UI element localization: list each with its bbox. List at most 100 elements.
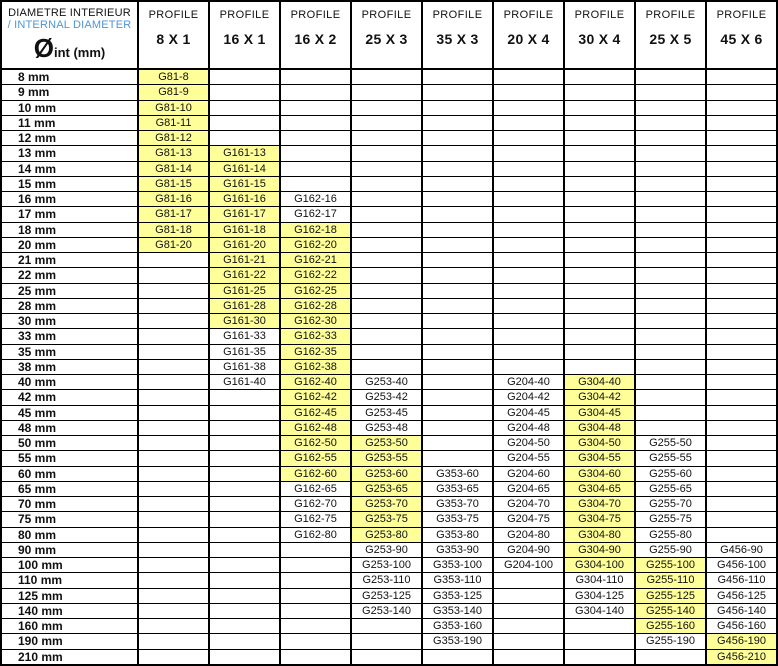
code-cell: G204-75 [492, 511, 565, 528]
empty-cell [421, 129, 494, 147]
table-row: 20 mm G81-20 G161-20 G162-20 [0, 236, 778, 254]
code-cell: G304-140 [563, 602, 636, 620]
diameter-cell: 10 mm [0, 99, 139, 116]
empty-cell [421, 221, 494, 238]
empty-cell [279, 99, 352, 116]
empty-cell [208, 633, 281, 650]
empty-cell [634, 68, 707, 86]
code-cell: G162-28 [279, 297, 352, 315]
empty-cell [705, 99, 778, 116]
empty-cell [421, 175, 494, 193]
table-row: 42 mm G162-42 G253-42 G204-42 G304-42 [0, 389, 778, 406]
table-row: 90 mm G253-90 G353-90 G204-90 G304-90 G255-90… [0, 541, 778, 559]
code-cell: G353-75 [421, 511, 494, 528]
empty-cell [421, 373, 494, 391]
empty-cell [634, 236, 707, 254]
empty-cell [705, 267, 778, 284]
code-cell: G255-65 [634, 480, 707, 498]
empty-cell [421, 145, 494, 162]
empty-cell [634, 160, 707, 177]
empty-cell [137, 511, 210, 528]
profile-header-20x4: PROFILE 20 X 4 [492, 0, 565, 70]
empty-cell [492, 175, 565, 193]
empty-cell [705, 114, 778, 132]
empty-cell [705, 419, 778, 437]
empty-cell [492, 114, 565, 132]
profile-label: PROFILE [645, 9, 696, 21]
empty-cell [492, 160, 565, 177]
empty-cell [350, 251, 423, 269]
empty-cell [705, 526, 778, 543]
empty-cell [208, 419, 281, 437]
empty-cell [634, 648, 707, 666]
code-cell: G304-80 [563, 526, 636, 543]
empty-cell [208, 556, 281, 574]
empty-cell [350, 129, 423, 147]
empty-cell [634, 190, 707, 208]
empty-cell [350, 206, 423, 223]
empty-cell [421, 160, 494, 177]
code-cell: G81-12 [137, 129, 210, 147]
code-cell: G353-160 [421, 617, 494, 635]
empty-cell [563, 328, 636, 345]
empty-cell [492, 206, 565, 223]
diameter-cell: 90 mm [0, 541, 139, 559]
empty-cell [208, 572, 281, 589]
empty-cell [492, 617, 565, 635]
empty-cell [350, 648, 423, 666]
table-row: 9 mm G81-9 [0, 84, 778, 101]
empty-cell [634, 221, 707, 238]
diameter-cell: 25 mm [0, 282, 139, 299]
code-cell: G162-42 [279, 389, 352, 406]
diameter-cell: 48 mm [0, 419, 139, 437]
table-row: 13 mm G81-13 G161-13 [0, 145, 778, 162]
empty-cell [705, 251, 778, 269]
empty-cell [563, 267, 636, 284]
empty-cell [421, 114, 494, 132]
code-cell: G253-140 [350, 602, 423, 620]
code-cell: G161-20 [208, 236, 281, 254]
code-cell: G161-15 [208, 175, 281, 193]
empty-cell [208, 99, 281, 116]
table-header: DIAMETRE INTERIEUR / INTERNAL DIAMETER Ø… [0, 0, 778, 70]
profile-label: PROFILE [148, 9, 199, 21]
diameter-cell: 100 mm [0, 556, 139, 574]
table-row: 38 mm G161-38 G162-38 [0, 358, 778, 376]
profile-size: 45 X 6 [720, 31, 763, 47]
code-cell: G304-125 [563, 587, 636, 604]
empty-cell [208, 541, 281, 559]
empty-cell [208, 434, 281, 452]
code-cell: G204-42 [492, 389, 565, 406]
empty-cell [208, 84, 281, 101]
empty-cell [350, 358, 423, 376]
diameter-cell: 30 mm [0, 312, 139, 330]
code-cell: G204-70 [492, 495, 565, 513]
empty-cell [634, 373, 707, 391]
code-cell: G255-140 [634, 602, 707, 620]
empty-cell [279, 587, 352, 604]
empty-cell [279, 114, 352, 132]
code-cell: G204-48 [492, 419, 565, 437]
diameter-cell: 28 mm [0, 297, 139, 315]
profile-header-8x1: PROFILE 8 X 1 [137, 0, 210, 70]
empty-cell [421, 251, 494, 269]
empty-cell [208, 114, 281, 132]
code-cell: G81-20 [137, 236, 210, 254]
empty-cell [492, 84, 565, 101]
diameter-cell: 38 mm [0, 358, 139, 376]
code-cell: G255-160 [634, 617, 707, 635]
diameter-cell: 42 mm [0, 389, 139, 406]
diameter-cell: 210 mm [0, 648, 139, 666]
profile-label: PROFILE [219, 9, 270, 21]
diameter-cell: 125 mm [0, 587, 139, 604]
empty-cell [350, 343, 423, 360]
code-cell: G204-40 [492, 373, 565, 391]
code-cell: G161-25 [208, 282, 281, 299]
empty-cell [421, 328, 494, 345]
code-cell: G161-28 [208, 297, 281, 315]
code-cell: G304-100 [563, 556, 636, 574]
code-cell: G253-45 [350, 404, 423, 421]
empty-cell [421, 282, 494, 299]
code-cell: G304-42 [563, 389, 636, 406]
diameter-cell: 45 mm [0, 404, 139, 421]
